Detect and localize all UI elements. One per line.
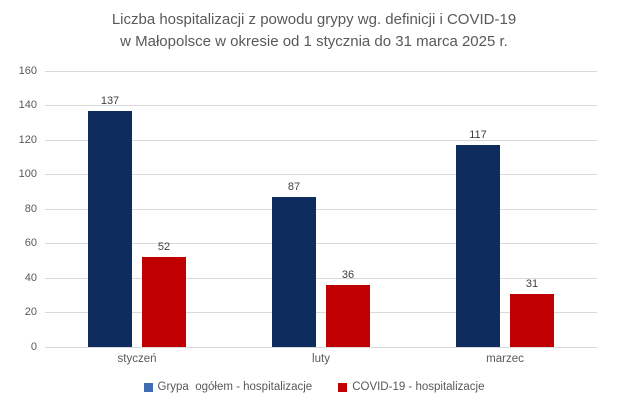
bar — [326, 284, 370, 347]
legend-item-covid: COVID-19 - hospitalizacje — [338, 381, 485, 393]
y-tick-label: 0 — [30, 340, 37, 353]
bar-value-label: 117 — [469, 129, 487, 142]
gridline — [45, 208, 597, 210]
y-tick-label: 20 — [24, 306, 37, 318]
y-tick-label: 80 — [24, 202, 37, 215]
gridline — [45, 346, 597, 348]
y-tick-label: 160 — [18, 64, 37, 77]
y-axis-ticks: 0 20 40 60 80 100 120 140 160 — [0, 65, 37, 353]
chart-title-line2: w Małopolsce w okresie od 1 stycznia do … — [120, 33, 508, 50]
legend-item-grypa: Grypa ogółem - hospitalizacje — [143, 381, 313, 393]
y-tick-label: 40 — [24, 271, 37, 284]
legend-marker-covid-icon — [338, 382, 348, 392]
y-tick-label: 100 — [18, 168, 37, 180]
y-tick-label: 120 — [18, 133, 37, 146]
legend-label-covid: COVID-19 - hospitalizacje — [352, 381, 485, 393]
gridline — [45, 277, 597, 279]
gridline — [45, 70, 597, 72]
bar — [510, 293, 554, 347]
bar-value-label: 137 — [100, 94, 120, 107]
x-axis-labels: styczeń luty marzec — [45, 353, 597, 369]
bar-value-label: 52 — [157, 241, 171, 254]
gridline — [45, 243, 597, 244]
bar — [88, 110, 132, 347]
bar — [142, 257, 186, 347]
y-tick-label: 140 — [18, 99, 37, 111]
bar-value-label: 36 — [341, 268, 355, 281]
bar — [272, 196, 316, 347]
gridline — [45, 139, 597, 141]
chart-title-line1: Liczba hospitalizacji z powodu grypy wg.… — [111, 11, 517, 28]
bar-value-label: 87 — [287, 180, 301, 193]
gridline — [45, 312, 597, 313]
x-category-label: marzec — [486, 353, 524, 365]
legend: Grypa ogółem - hospitalizacje COVID-19 -… — [0, 381, 628, 393]
legend-label-grypa: Grypa ogółem - hospitalizacje — [157, 381, 313, 393]
legend-marker-grypa-icon — [143, 382, 153, 392]
x-category-label: styczeń — [117, 353, 157, 365]
y-tick-label: 60 — [24, 237, 37, 249]
x-category-label: luty — [312, 353, 330, 365]
plot-area: 137 52 87 36 117 31 — [45, 70, 597, 348]
bar — [456, 145, 500, 347]
gridline — [45, 174, 597, 175]
bar-value-label: 31 — [525, 277, 539, 290]
gridline — [45, 105, 597, 106]
chart-title: Liczba hospitalizacji z powodu grypy wg.… — [0, 9, 628, 53]
